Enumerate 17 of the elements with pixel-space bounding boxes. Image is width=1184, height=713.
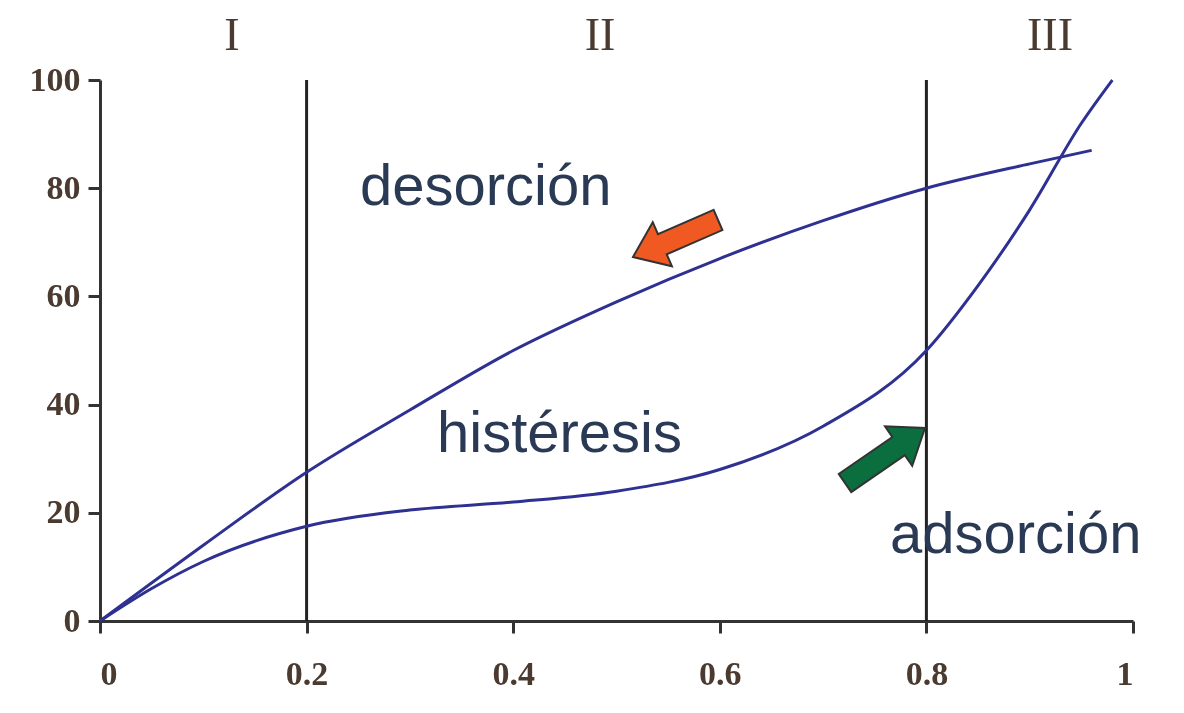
y-tick-label: 100: [29, 60, 81, 98]
text: I: [224, 9, 240, 60]
y-tick-label: 80: [46, 168, 81, 206]
y-tick-label: 60: [46, 276, 81, 314]
text: II: [584, 9, 616, 60]
y-tick-label: 0: [63, 601, 81, 639]
annotation: histéresis: [437, 399, 682, 464]
x-tick-label: 0.2: [285, 654, 329, 692]
y-tick-label: 40: [46, 385, 81, 423]
series-label: desorción: [360, 152, 612, 217]
x-tick-label: 1: [1116, 654, 1134, 692]
x-tick-label: 0.6: [699, 654, 742, 692]
x-tick-label: 0.4: [492, 654, 535, 692]
y-tick-label: 20: [46, 493, 81, 531]
text: III: [1027, 9, 1073, 60]
x-tick-label: 0.8: [905, 654, 949, 692]
x-tick-label: 0: [100, 654, 118, 692]
